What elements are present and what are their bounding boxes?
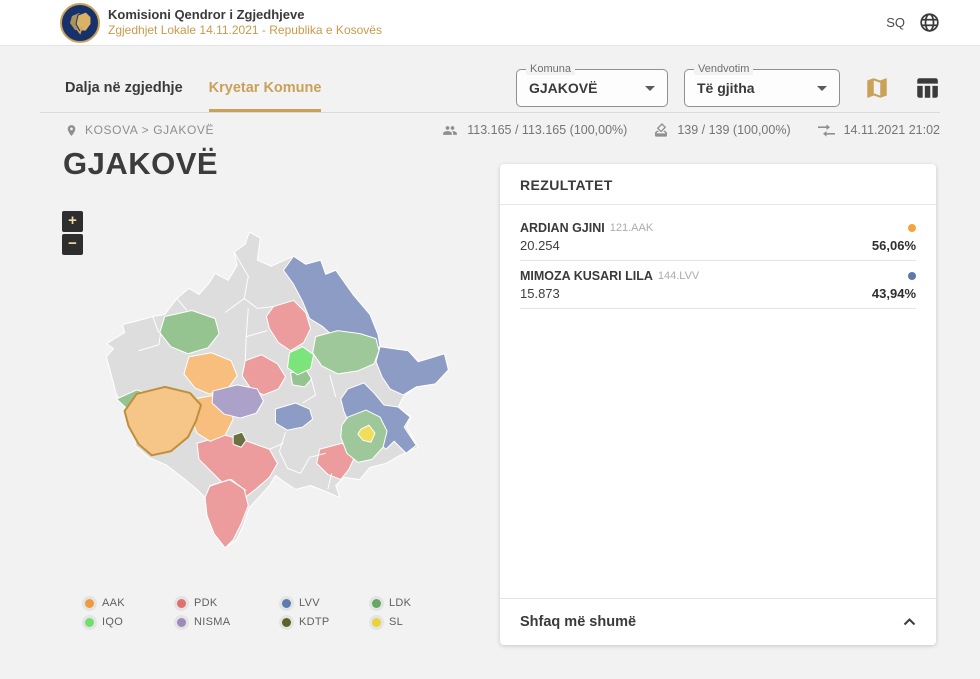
stat-voters: 113.165 / 113.165 (100,00%) [441,123,627,138]
map-view-icon[interactable] [864,75,890,101]
tab-label: Kryetar Komune [209,80,322,96]
candidate-row[interactable]: ARDIAN GJINI 121.AAK 20.254 56,06% [500,213,936,261]
card-spacer [500,309,936,598]
legend-dot-aak [85,599,94,608]
candidate-rows: ARDIAN GJINI 121.AAK 20.254 56,06% MIMOZ… [500,205,936,309]
legend-dot-lvv [282,599,291,608]
komuna-select-label: Komuna [526,63,575,75]
legend-label: SL [389,616,403,628]
sync-arrows-icon [817,124,836,137]
chevron-down-icon [645,86,655,91]
vendvotim-select-label: Vendvotim [694,63,753,75]
legend-item-nisma: NISMA [177,616,282,628]
komuna-select[interactable]: Komuna GJAKOVË [516,69,668,107]
legend-label: NISMA [194,616,230,628]
polling-stations-count: 139 / 139 (100,00%) [677,123,790,137]
legend-label: AAK [102,597,125,609]
zoom-out-button[interactable]: − [62,234,83,255]
legend-dot-kdtp [282,618,291,627]
results-title: REZULTATET [500,164,936,205]
legend-item-ldk: LDK [372,597,411,609]
komuna-select-value: GJAKOVË [529,80,597,96]
election-subtitle: Zgjedhjet Lokale 14.11.2021 - Republika … [108,23,382,38]
tab-label: Dalja në zgjedhje [65,80,183,96]
page-title: GJAKOVË [63,146,218,182]
legend-item-sl: SL [372,616,411,628]
party-legend: AAK PDK LVV LDK IQO NISMA KDTP SL [85,597,411,628]
ballot-box-icon [653,122,669,138]
stats: 113.165 / 113.165 (100,00%) 139 / 139 (1… [441,122,940,138]
candidate-row[interactable]: MIMOZA KUSARI LILA 144.LVV 15.873 43,94% [500,261,936,309]
breadcrumb[interactable]: KOSOVA > GJAKOVË [65,122,214,139]
candidate-name: ARDIAN GJINI [520,221,605,235]
candidate-percent: 43,94% [872,286,916,301]
stat-updated: 14.11.2021 21:02 [817,123,940,137]
globe-icon[interactable] [919,12,940,33]
voters-count: 113.165 / 113.165 (100,00%) [467,123,627,137]
vendvotim-select-value: Të gjitha [697,80,755,96]
show-more-label: Shfaq më shumë [520,614,636,630]
location-pin-icon [65,122,78,139]
legend-item-aak: AAK [85,597,177,609]
party-color-dot [908,272,916,280]
org-name: Komisioni Qendror i Zgjedhjeve [108,7,382,23]
legend-dot-pdk [177,599,186,608]
legend-item-pdk: PDK [177,597,282,609]
legend-dot-nisma [177,618,186,627]
kosovo-municipalities-map [95,226,480,578]
table-view-icon[interactable] [914,75,940,101]
chevron-down-icon [817,86,827,91]
breadcrumb-path: KOSOVA > GJAKOVË [85,123,214,137]
voters-icon [441,123,459,138]
legend-label: KDTP [299,616,330,628]
tab-filter-bar: Dalja në zgjedhje Kryetar Komune Komuna … [40,64,940,113]
municipality-pdk-dragash[interactable] [205,479,248,547]
show-more-button[interactable]: Shfaq më shumë [500,598,936,645]
legend-dot-sl [372,618,381,627]
legend-label: LDK [389,597,411,609]
zoom-in-button[interactable]: + [62,211,83,232]
legend-item-kdtp: KDTP [282,616,372,628]
party-color-dot [908,224,916,232]
tab-dalja-ne-zgjedhje[interactable]: Dalja në zgjedhje [65,64,183,112]
last-updated: 14.11.2021 21:02 [844,123,940,137]
app-header: Komisioni Qendror i Zgjedhjeve Zgjedhjet… [0,0,980,46]
tabs: Dalja në zgjedhje Kryetar Komune [65,64,321,112]
legend-label: IQO [102,616,123,628]
stat-polling-stations: 139 / 139 (100,00%) [653,122,790,138]
candidate-name: MIMOZA KUSARI LILA [520,269,653,283]
legend-dot-ldk [372,599,381,608]
candidate-list-number: 144.LVV [658,270,699,282]
legend-item-lvv: LVV [282,597,372,609]
tab-kryetar-komune[interactable]: Kryetar Komune [209,64,322,112]
candidate-list-number: 121.AAK [610,222,653,234]
map-zoom-controls: + − [62,211,83,255]
filters: Komuna GJAKOVË Vendvotim Të gjitha [500,69,940,107]
chevron-up-icon [903,618,916,626]
legend-item-iqo: IQO [85,616,177,628]
legend-label: LVV [299,597,320,609]
candidate-votes: 15.873 [520,286,560,301]
results-card: REZULTATET ARDIAN GJINI 121.AAK 20.254 5… [500,164,936,645]
breadcrumb-stats-row: KOSOVA > GJAKOVË 113.165 / 113.165 (100,… [40,114,940,146]
candidate-percent: 56,06% [872,238,916,253]
legend-dot-iqo [85,618,94,627]
legend-label: PDK [194,597,218,609]
language-code[interactable]: SQ [886,15,905,30]
candidate-votes: 20.254 [520,238,560,253]
vendvotim-select[interactable]: Vendvotim Të gjitha [684,69,840,107]
kqz-logo-icon [60,3,100,43]
